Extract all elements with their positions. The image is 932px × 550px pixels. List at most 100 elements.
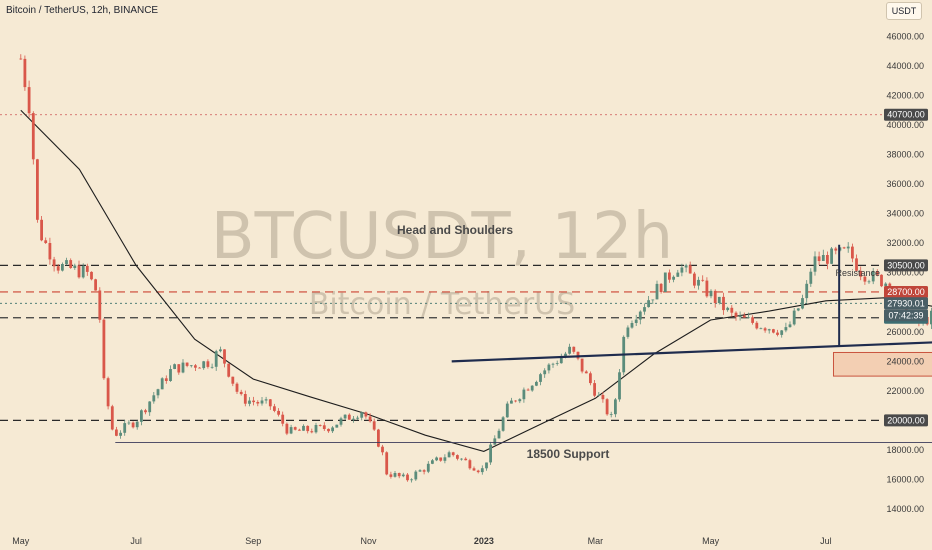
candle-body [61, 264, 64, 271]
candle-body [647, 300, 650, 308]
y-tick-label: 30000.00 [886, 268, 924, 278]
candle-body [634, 319, 638, 323]
candle-body [156, 389, 160, 396]
candle-body [485, 462, 488, 469]
candle-body [389, 474, 393, 477]
candle-body [219, 349, 222, 352]
candle-body [256, 402, 260, 404]
candle-body [185, 362, 189, 366]
candle-body [23, 58, 27, 88]
candle-body [626, 327, 630, 337]
candle-body [480, 468, 484, 473]
candle-body [73, 265, 77, 268]
candle-body [742, 315, 746, 318]
candle-body [90, 271, 93, 280]
candle-body [755, 322, 759, 329]
candle-body [747, 317, 750, 319]
candle-body [776, 332, 779, 335]
candle-body [210, 366, 214, 368]
candle-body [830, 248, 833, 264]
candle-body [169, 369, 172, 381]
horizontal-levels [0, 114, 882, 422]
candle-body [285, 423, 289, 434]
candle-body [152, 395, 156, 402]
candle-body [535, 381, 538, 386]
candle-body [730, 307, 734, 313]
drawn-boxes [832, 351, 932, 377]
candle-body [722, 296, 725, 311]
candle-body [709, 290, 713, 297]
candle-body [851, 246, 854, 259]
candle-body [468, 460, 472, 469]
candle-body [69, 260, 73, 268]
candle-body [327, 428, 330, 432]
candle-body [630, 323, 634, 328]
candle-body [855, 258, 858, 271]
candle-body [796, 308, 800, 311]
candle-body [930, 310, 932, 325]
countdown-badge [884, 309, 928, 322]
candle-body [672, 276, 675, 280]
candle-body [510, 400, 513, 404]
candle-body [717, 296, 721, 303]
candle-body [655, 283, 659, 300]
candle-body [493, 438, 497, 445]
candle-body [131, 422, 135, 428]
candle-body [443, 457, 447, 461]
time-axis[interactable]: MayJulSepNov2023MarMayJulSepNov2024MarMa… [12, 536, 932, 546]
candle-body [181, 362, 185, 373]
candle-body [426, 463, 430, 472]
candle-body [56, 266, 60, 271]
price-axis[interactable]: 14000.00 16000.00 18000.00 20000.00 22000.00… [886, 31, 924, 514]
y-tick-label: 14000.00 [886, 504, 924, 514]
candle-body [260, 400, 264, 404]
y-tick-label: 38000.00 [886, 150, 924, 160]
y-tick-label: 36000.00 [886, 179, 924, 189]
candle-body [318, 425, 322, 426]
candle-body [817, 256, 821, 261]
candle-body [705, 280, 709, 297]
price-label-text: 28700.00 [887, 287, 925, 297]
candle-body [227, 363, 231, 377]
candle-body [609, 414, 613, 415]
price-label-badge [884, 259, 928, 272]
candle-body [81, 265, 85, 278]
y-tick-label: 22000.00 [886, 386, 924, 396]
candle-body [788, 324, 792, 328]
candle-body [751, 317, 754, 323]
candle-body [539, 374, 542, 382]
candle-body [439, 457, 443, 461]
candle-body [593, 383, 596, 396]
candle-body [65, 260, 68, 264]
currency-unit-button[interactable]: USDT [886, 2, 922, 20]
candle-body [763, 328, 767, 331]
candle-body [726, 307, 730, 311]
candle-body [135, 421, 139, 428]
candle-body [601, 395, 605, 400]
candle-body [223, 349, 226, 364]
candle-body [871, 271, 875, 282]
candle-body [248, 400, 251, 404]
candle-body [277, 410, 280, 415]
candle-body [281, 414, 285, 424]
candle-body [618, 372, 621, 400]
candle-body [543, 370, 547, 375]
candle-body [98, 290, 102, 320]
candle-body [347, 414, 351, 420]
candle-body [343, 414, 347, 419]
candle-body [206, 361, 210, 367]
candle-body [875, 271, 879, 275]
candle-body [194, 365, 197, 368]
candle-body [680, 267, 684, 273]
candle-body [805, 283, 809, 299]
price-label-text: 40700.00 [887, 110, 925, 120]
candle-body [759, 328, 763, 330]
x-tick-label: Jul [820, 536, 832, 546]
candle-body [372, 421, 376, 430]
candle-body [306, 425, 310, 432]
candle-body [880, 274, 883, 287]
x-tick-label: Nov [361, 536, 378, 546]
candle-body [693, 273, 696, 286]
